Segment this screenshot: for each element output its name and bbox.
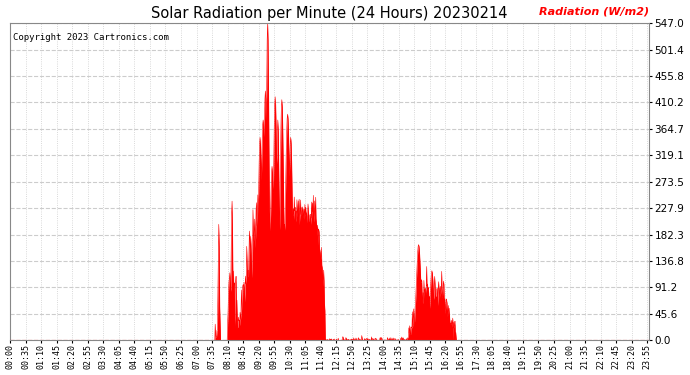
Text: Radiation (W/m2): Radiation (W/m2) xyxy=(539,7,649,17)
Text: Copyright 2023 Cartronics.com: Copyright 2023 Cartronics.com xyxy=(13,33,169,42)
Title: Solar Radiation per Minute (24 Hours) 20230214: Solar Radiation per Minute (24 Hours) 20… xyxy=(151,6,508,21)
